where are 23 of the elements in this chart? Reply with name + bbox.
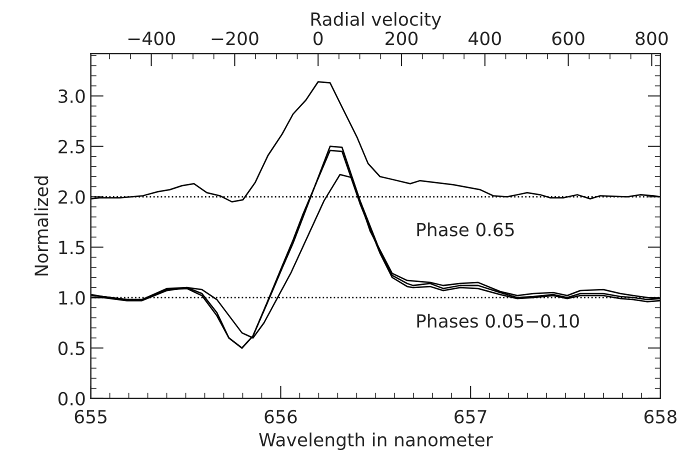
x-tick-label: 658 [644,410,676,424]
y-tick-label: 2.0 [58,190,85,204]
x2-tick-label: 200 [386,32,418,46]
annotation: Phase 0.65 [417,222,514,236]
y-tick-label: 1.5 [59,240,84,254]
y-tick-label: 0.5 [58,341,84,356]
x-axis-title: Wavelength in nanometer [259,432,493,450]
y-tick-label: 2.5 [58,140,84,154]
x2-tick-label: 0 [314,32,323,46]
x-tick-label: 656 [264,410,297,424]
x-tick-label: 657 [454,410,486,424]
x2-tick-label: −400 [128,32,175,46]
y-tick-label: 1.0 [59,291,85,305]
y-axis-title: Normalized [34,176,48,276]
y-tick-label: 3.0 [58,89,85,104]
y-tick-label: 0.0 [58,392,85,406]
x-tick-label: 655 [74,410,106,424]
x2-tick-label: −200 [212,32,258,46]
annotation: Phases 0.05−0.10 [417,314,579,328]
x2-axis-title: Radial velocity [311,12,442,30]
x2-tick-label: 400 [468,32,501,46]
x2-tick-label: 800 [636,32,668,46]
x2-tick-label: 600 [552,32,584,46]
